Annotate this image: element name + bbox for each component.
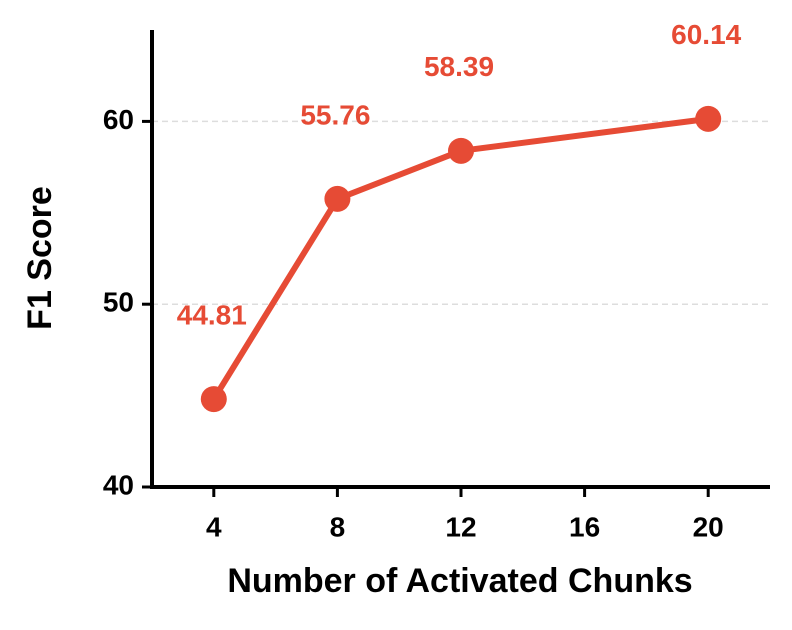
x-tick-label: 16 (569, 511, 600, 542)
data-label: 60.14 (671, 19, 741, 50)
y-tick-label: 60 (103, 104, 134, 135)
x-axis-label: Number of Activated Chunks (227, 562, 692, 600)
point (695, 105, 722, 132)
point (200, 386, 227, 413)
point (324, 185, 351, 212)
point (448, 137, 474, 164)
x-tick-label: 4 (206, 511, 222, 542)
data-label: 58.39 (424, 51, 494, 82)
line (211, 115, 709, 401)
data-label: 55.76 (300, 99, 370, 130)
x-tick-label: 8 (330, 511, 346, 542)
x-tick-label: 12 (445, 511, 476, 542)
y-tick-label: 40 (103, 469, 134, 500)
x-tick-label: 20 (693, 511, 724, 542)
data-label: 44.81 (177, 299, 247, 330)
y-axis-label: F1 Score (21, 186, 59, 330)
y-tick-label: 50 (103, 287, 134, 318)
